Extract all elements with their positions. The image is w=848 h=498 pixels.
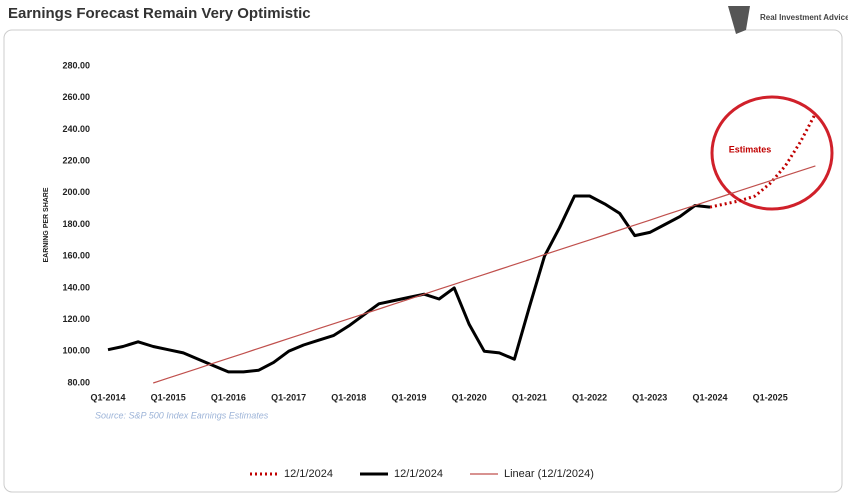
x-tick-label: Q1-2014 <box>90 392 125 402</box>
y-tick-label: 160.00 <box>62 251 90 261</box>
y-axis-label: EARNING PER SHARE <box>43 187 50 262</box>
y-tick-label: 260.00 <box>62 92 90 102</box>
chart-frame <box>3 29 843 493</box>
logo-icon <box>728 6 750 34</box>
logo-text: Real Investment Advice <box>760 13 848 22</box>
y-tick-label: 120.00 <box>62 314 90 324</box>
y-tick-label: 80.00 <box>67 377 90 387</box>
series-line <box>107 194 711 374</box>
legend-label: 12/1/2024 <box>284 468 333 480</box>
y-tick-label: 200.00 <box>62 187 90 197</box>
x-tick-label: Q1-2016 <box>211 392 246 402</box>
estimate-circle <box>710 95 834 211</box>
series-line <box>153 165 816 384</box>
x-tick-label: Q1-2018 <box>331 392 366 402</box>
annotation: Estimates <box>729 144 772 154</box>
y-tick-label: 220.00 <box>62 155 90 165</box>
y-tick-label: 100.00 <box>62 346 90 356</box>
x-tick-label: Q1-2025 <box>753 392 788 402</box>
source: Source: S&P 500 Index Earnings Estimates <box>95 410 269 420</box>
x-tick-label: Q1-2024 <box>692 392 727 402</box>
x-tick-label: Q1-2021 <box>512 392 547 402</box>
y-tick-label: 180.00 <box>62 219 90 229</box>
series-line <box>709 112 817 209</box>
x-tick-label: Q1-2023 <box>632 392 667 402</box>
y-tick-label: 140.00 <box>62 282 90 292</box>
legend-label: 12/1/2024 <box>394 468 443 480</box>
x-tick-label: Q1-2017 <box>271 392 306 402</box>
y-tick-label: 280.00 <box>62 60 90 70</box>
legend-label: Linear (12/1/2024) <box>504 468 594 480</box>
x-tick-label: Q1-2015 <box>151 392 186 402</box>
x-tick-label: Q1-2020 <box>452 392 487 402</box>
x-tick-label: Q1-2022 <box>572 392 607 402</box>
x-tick-label: Q1-2019 <box>391 392 426 402</box>
y-tick-label: 240.00 <box>62 124 90 134</box>
chart-title: Earnings Forecast Remain Very Optimistic <box>8 5 311 22</box>
